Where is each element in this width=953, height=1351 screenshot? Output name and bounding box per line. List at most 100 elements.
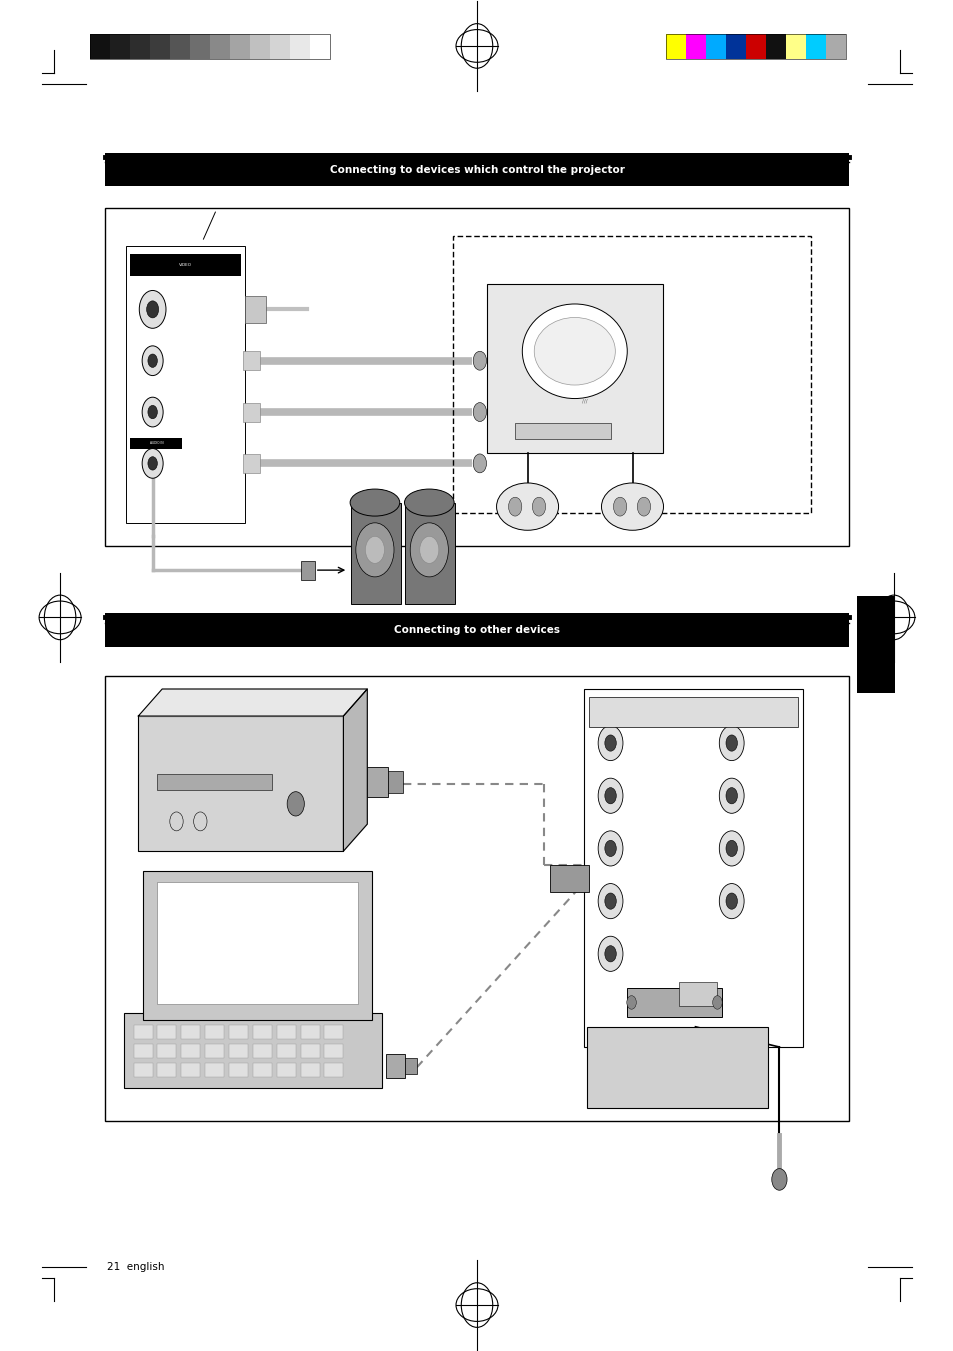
- Circle shape: [365, 536, 384, 563]
- Bar: [785, 34, 805, 58]
- Bar: [270, 34, 290, 58]
- Bar: [181, 1063, 200, 1077]
- Bar: [253, 1063, 272, 1077]
- Circle shape: [626, 996, 636, 1009]
- Bar: [310, 34, 330, 58]
- Bar: [205, 1044, 224, 1058]
- Circle shape: [598, 936, 622, 971]
- Bar: [138, 716, 343, 851]
- Bar: [245, 296, 266, 323]
- Bar: [229, 1025, 248, 1039]
- Circle shape: [719, 778, 743, 813]
- Circle shape: [508, 497, 521, 516]
- Circle shape: [410, 523, 448, 577]
- Circle shape: [598, 778, 622, 813]
- Bar: [324, 1025, 343, 1039]
- Circle shape: [604, 893, 616, 909]
- Circle shape: [604, 946, 616, 962]
- Bar: [133, 1025, 152, 1039]
- Bar: [583, 689, 802, 1047]
- Circle shape: [598, 725, 622, 761]
- Bar: [300, 1044, 319, 1058]
- Circle shape: [604, 840, 616, 857]
- Bar: [290, 34, 310, 58]
- Circle shape: [142, 346, 163, 376]
- Bar: [300, 1025, 319, 1039]
- Bar: [157, 1063, 176, 1077]
- Bar: [253, 1025, 272, 1039]
- Bar: [685, 34, 705, 58]
- Bar: [805, 34, 825, 58]
- Bar: [90, 34, 110, 58]
- Ellipse shape: [497, 484, 558, 531]
- Bar: [157, 1025, 176, 1039]
- Circle shape: [473, 351, 486, 370]
- Bar: [405, 1058, 416, 1074]
- Bar: [765, 34, 785, 58]
- Bar: [229, 1063, 248, 1077]
- Circle shape: [719, 725, 743, 761]
- Bar: [130, 438, 182, 449]
- Bar: [301, 561, 314, 580]
- Polygon shape: [343, 689, 367, 851]
- Circle shape: [725, 788, 737, 804]
- Polygon shape: [138, 689, 367, 716]
- Bar: [157, 882, 357, 1004]
- Bar: [229, 1044, 248, 1058]
- Bar: [300, 1063, 319, 1077]
- Circle shape: [613, 497, 626, 516]
- Bar: [150, 34, 170, 58]
- Bar: [705, 34, 725, 58]
- Bar: [133, 1063, 152, 1077]
- Bar: [453, 236, 810, 513]
- Circle shape: [719, 831, 743, 866]
- Circle shape: [419, 536, 438, 563]
- Circle shape: [725, 840, 737, 857]
- Bar: [324, 1044, 343, 1058]
- Circle shape: [142, 449, 163, 478]
- Bar: [825, 34, 845, 58]
- Bar: [243, 454, 260, 473]
- Bar: [856, 596, 894, 693]
- Bar: [665, 34, 845, 58]
- Bar: [110, 34, 130, 58]
- Bar: [230, 34, 250, 58]
- Circle shape: [604, 788, 616, 804]
- Circle shape: [604, 735, 616, 751]
- Bar: [124, 1013, 381, 1088]
- Circle shape: [142, 397, 163, 427]
- Bar: [190, 34, 210, 58]
- Bar: [105, 153, 848, 186]
- Bar: [367, 767, 388, 797]
- Bar: [133, 1044, 152, 1058]
- Bar: [745, 34, 765, 58]
- Bar: [205, 1025, 224, 1039]
- Bar: [250, 34, 270, 58]
- Bar: [515, 423, 610, 439]
- Bar: [130, 34, 150, 58]
- Bar: [386, 1054, 405, 1078]
- Bar: [243, 351, 260, 370]
- Text: Connecting to other devices: Connecting to other devices: [394, 626, 559, 635]
- Circle shape: [287, 792, 304, 816]
- Bar: [243, 403, 260, 422]
- Bar: [276, 1025, 295, 1039]
- Ellipse shape: [350, 489, 399, 516]
- Bar: [626, 988, 721, 1017]
- Bar: [105, 676, 848, 1121]
- Circle shape: [355, 523, 394, 577]
- Circle shape: [139, 290, 166, 328]
- Bar: [126, 246, 245, 523]
- Circle shape: [712, 996, 721, 1009]
- Bar: [388, 771, 402, 793]
- Ellipse shape: [534, 317, 615, 385]
- Bar: [588, 697, 798, 727]
- Ellipse shape: [522, 304, 627, 399]
- Bar: [679, 982, 717, 1006]
- Bar: [405, 503, 455, 604]
- Circle shape: [473, 454, 486, 473]
- Bar: [130, 254, 241, 276]
- Bar: [170, 34, 190, 58]
- Bar: [157, 774, 272, 790]
- Bar: [181, 1025, 200, 1039]
